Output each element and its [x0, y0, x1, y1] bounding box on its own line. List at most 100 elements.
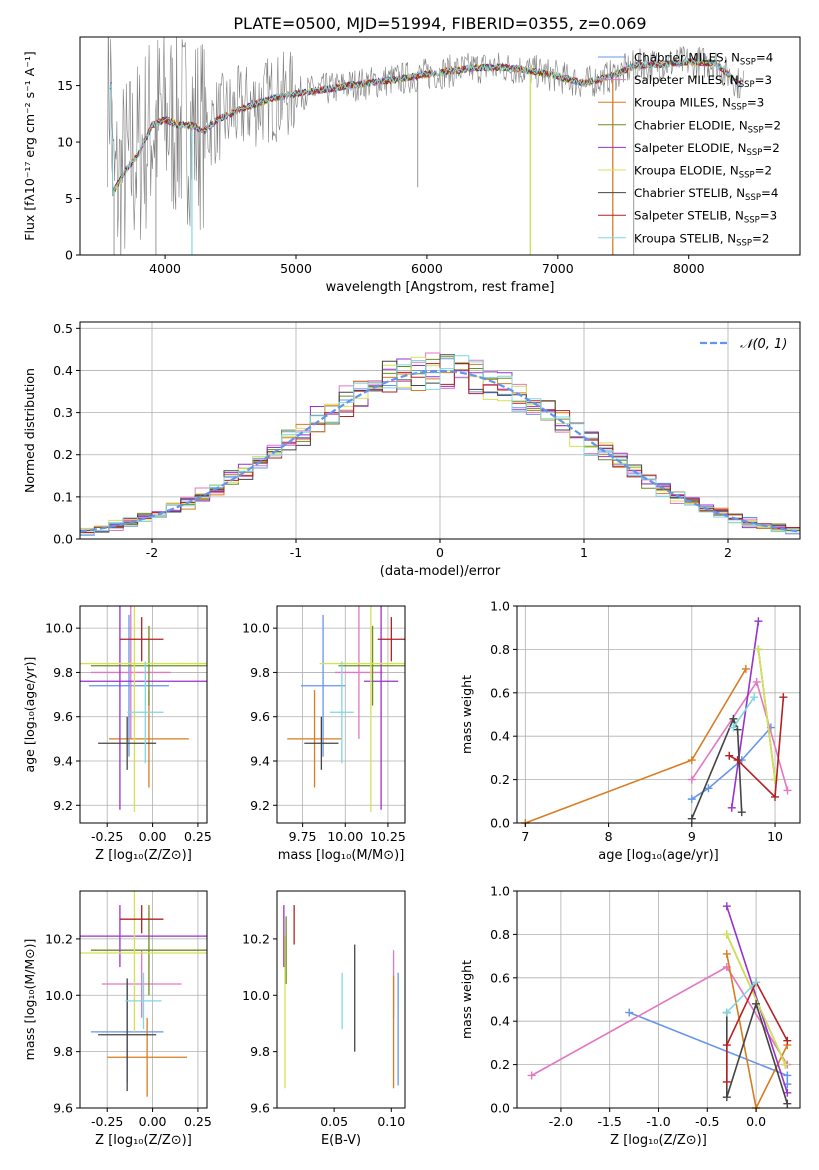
x-tick-label: 7000 — [542, 261, 574, 276]
y-tick-label: 5 — [65, 191, 73, 206]
x-axis-label: Z [log₁₀(Z/Z⊙)] — [95, 1133, 192, 1148]
mass-age-frame — [276, 605, 406, 824]
x-tick-label: 9.75 — [289, 829, 317, 844]
weight-point — [687, 756, 696, 765]
weight-point — [783, 786, 792, 795]
weight-point — [722, 1008, 731, 1017]
x-axis-label: (data-model)/error — [380, 564, 501, 579]
x-axis-label: age [log₁₀(age/yr)] — [598, 848, 719, 863]
z-age-plot — [80, 606, 207, 812]
y-tick-label: 15 — [57, 78, 73, 93]
weight-point — [752, 677, 761, 686]
y-tick-label: 0.0 — [53, 532, 73, 547]
weight-line — [732, 696, 755, 728]
weight-point — [687, 814, 696, 823]
x-tick-label: 2 — [724, 545, 732, 560]
age-weight-plot — [521, 617, 792, 827]
y-tick-label: 0.4 — [490, 729, 510, 744]
weight-point — [729, 714, 738, 723]
weight-point — [722, 1093, 731, 1102]
normal-curve — [80, 369, 800, 533]
y-axis-label: mass [log₁₀(M/M⊙)] — [22, 939, 37, 1061]
weight-point — [754, 645, 763, 654]
weight-point — [725, 751, 734, 760]
legend-label: Chabrier STELIB, NSSP=4 — [634, 186, 778, 203]
x-tick-label: 6000 — [411, 261, 443, 276]
weight-line — [525, 668, 747, 824]
weight-point — [752, 978, 761, 987]
x-tick-label: 5000 — [280, 261, 312, 276]
y-tick-label: 0.5 — [53, 321, 73, 336]
age-weight-frame — [516, 605, 801, 824]
weight-point — [722, 949, 731, 958]
legend-label: Salpeter MILES, NSSP=3 — [634, 73, 772, 90]
y-tick-label: 9.6 — [53, 1101, 73, 1116]
legend-label: Salpeter STELIB, NSSP=3 — [634, 209, 777, 226]
y-tick-label: 10.0 — [45, 621, 73, 636]
weight-line — [726, 934, 787, 1065]
z-weight-plot — [527, 902, 792, 1112]
y-tick-label: 10.0 — [45, 988, 73, 1003]
weight-point — [750, 693, 759, 702]
weight-point — [737, 808, 746, 817]
residual-plot — [80, 352, 800, 536]
spectrum-legend: Chabrier MILES, NSSP=4 Salpeter MILES, NS… — [598, 51, 781, 248]
y-tick-label: 9.8 — [53, 1044, 73, 1059]
weight-line — [730, 621, 760, 808]
legend-label: Kroupa MILES, NSSP=3 — [634, 96, 764, 113]
x-tick-label: 10.00 — [327, 829, 363, 844]
weight-point — [727, 803, 736, 812]
x-tick-label: 0.25 — [184, 829, 212, 844]
x-axis-label: Z [log₁₀(Z/Z⊙)] — [610, 1133, 707, 1148]
weight-point — [754, 617, 763, 626]
weight-point — [704, 784, 713, 793]
y-tick-label: 9.8 — [250, 665, 270, 680]
x-tick-label: 1 — [580, 545, 588, 560]
y-tick-label: 1.0 — [490, 599, 510, 614]
weight-point — [687, 795, 696, 804]
x-axis-label: wavelength [Angstrom, rest frame] — [326, 280, 555, 295]
y-tick-label: 0.2 — [490, 772, 510, 787]
y-tick-label: 9.8 — [53, 665, 73, 680]
x-tick-label: 10 — [767, 829, 783, 844]
x-tick-label: 9 — [688, 829, 696, 844]
y-tick-label: 0.4 — [490, 1014, 510, 1029]
y-tick-label: 10.2 — [45, 931, 73, 946]
spectrum-frame — [79, 36, 801, 256]
age-weight-axes — [517, 605, 800, 824]
y-tick-label: 10.0 — [242, 621, 270, 636]
y-tick-label: 9.6 — [53, 709, 73, 724]
x-tick-label: 10.25 — [370, 829, 406, 844]
x-tick-label: 8000 — [673, 261, 705, 276]
x-tick-label: -1.5 — [598, 1114, 622, 1129]
weight-line — [728, 697, 785, 799]
weight-point — [722, 930, 731, 939]
legend-label: Chabrier ELODIE, NSSP=2 — [634, 118, 781, 135]
y-tick-label: 9.8 — [250, 1044, 270, 1059]
weight-point — [771, 792, 780, 801]
y-axis-label: mass weight — [459, 960, 474, 1039]
y-tick-label: 0.3 — [53, 405, 73, 420]
figure-title: PLATE=0500, MJD=51994, FIBERID=0355, z=0… — [233, 14, 646, 33]
y-tick-label: 9.4 — [53, 754, 73, 769]
y-tick-label: 0.2 — [490, 1057, 510, 1072]
z-mass-plot — [80, 891, 207, 1097]
y-tick-label: 0 — [65, 248, 73, 263]
x-tick-label: -1 — [290, 545, 302, 560]
weight-line — [691, 726, 772, 800]
x-tick-label: -0.5 — [695, 1114, 719, 1129]
legend-label: Kroupa STELIB, NSSP=2 — [634, 231, 769, 248]
model-spectrum — [109, 58, 742, 195]
weight-point — [779, 693, 788, 702]
weight-point — [722, 1077, 731, 1086]
weight-point — [783, 1099, 792, 1108]
y-tick-label: 0.8 — [490, 927, 510, 942]
weight-point — [783, 1036, 792, 1045]
ebv-mass-plot — [283, 905, 399, 1089]
weight-point — [729, 723, 738, 732]
y-tick-label: 0.8 — [490, 642, 510, 657]
x-tick-label: 0 — [436, 545, 444, 560]
x-tick-label: 0.00 — [139, 829, 167, 844]
weight-point — [752, 999, 761, 1008]
